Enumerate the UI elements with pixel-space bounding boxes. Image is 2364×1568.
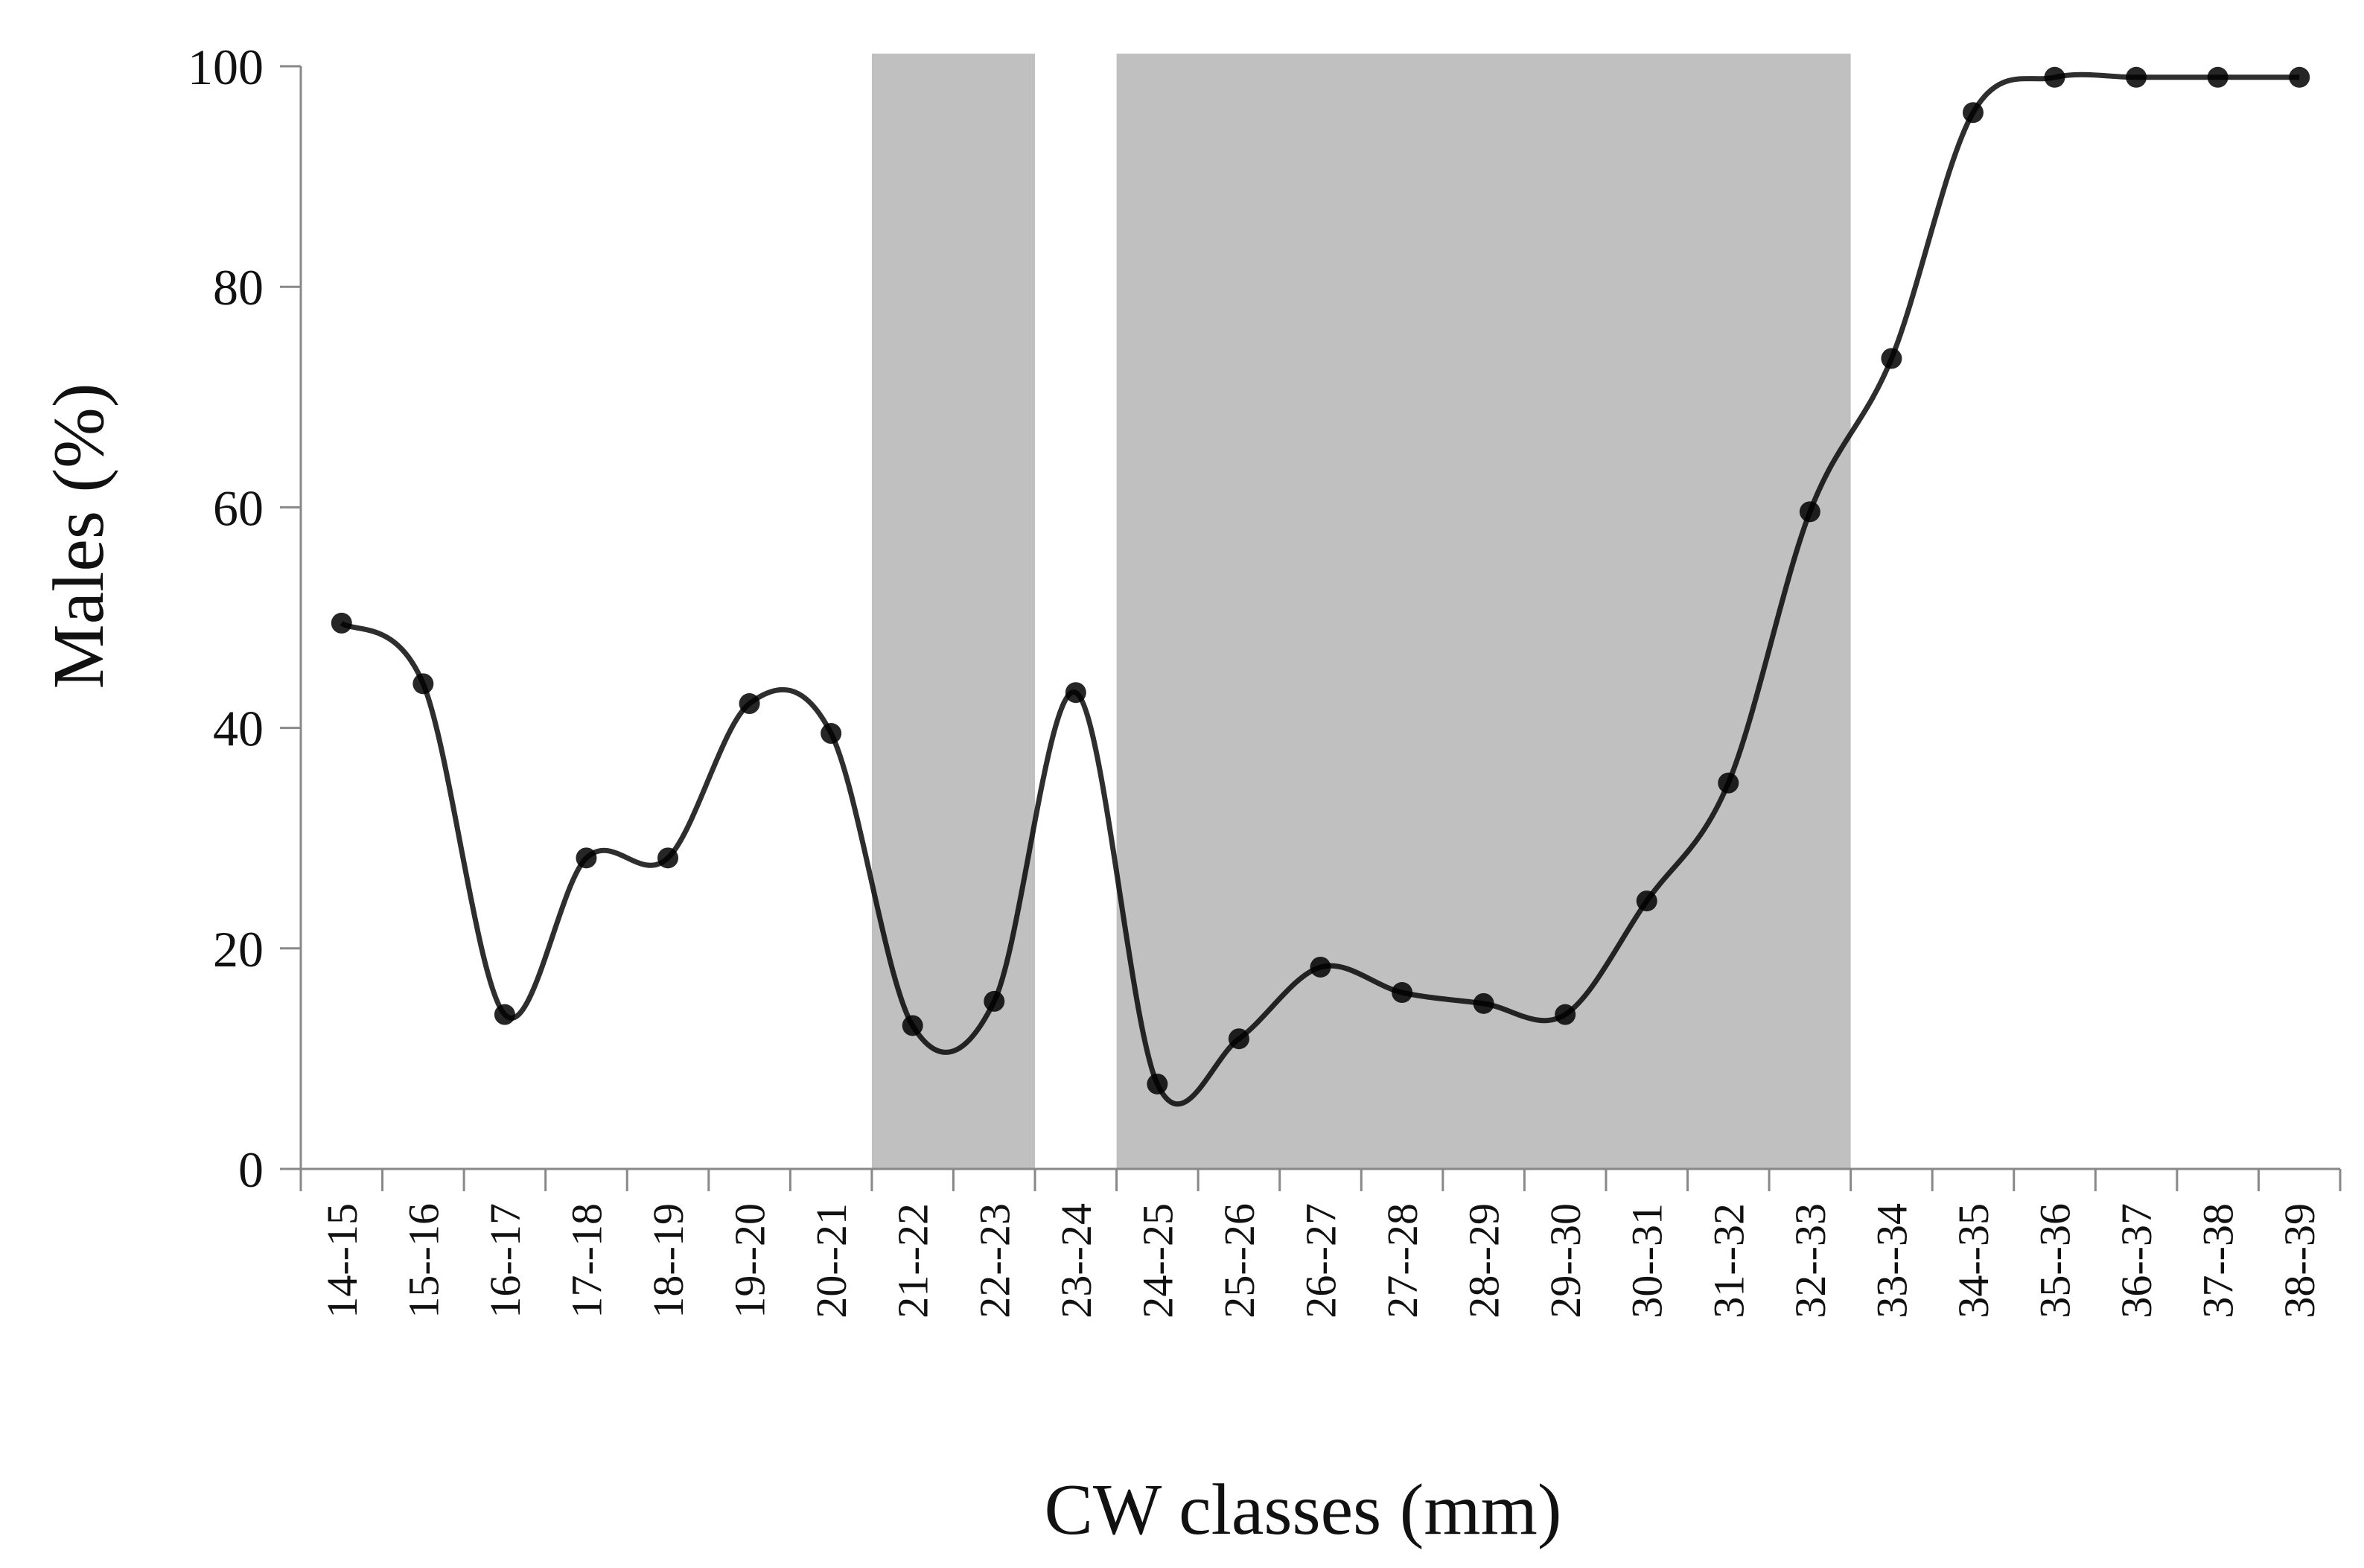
x-tick-label: 15--16 [399,1203,447,1319]
shaded-regions [871,54,1851,1169]
data-point-27--28 [1392,982,1413,1004]
x-tick-label: 19--20 [726,1203,774,1319]
data-point-22--23 [984,990,1005,1012]
x-tick-label: 36--37 [2112,1203,2161,1319]
data-point-18--19 [657,847,679,869]
y-tick-label: 100 [188,39,264,95]
data-point-36--37 [2126,66,2147,88]
x-tick-label: 35--36 [2031,1203,2080,1319]
shaded-range-1 [871,54,1036,1169]
series-line-layer [340,71,2300,1107]
data-point-34--35 [1962,102,1984,124]
x-tick-label: 37--38 [2194,1203,2243,1319]
x-tick-label: 26--27 [1297,1203,1345,1319]
y-tick-label: 80 [213,259,264,316]
data-point-19--20 [739,693,760,715]
data-point-25--26 [1228,1028,1249,1050]
data-points [331,66,2310,1094]
y-tick-label: 0 [238,1141,264,1198]
x-tick-label: 33--34 [1867,1203,1916,1319]
x-tick-label: 25--26 [1215,1203,1264,1319]
x-tick-label: 30--31 [1623,1203,1672,1319]
x-tick-label: 23--24 [1052,1203,1100,1319]
x-tick-labels: 14--15 15--16 16--17 17--18 18--19 19--20 20--… [318,1203,2324,1319]
data-point-20--21 [821,723,842,745]
data-point-37--38 [2207,66,2228,88]
shaded-range-2 [1116,54,1851,1169]
data-point-31--32 [1718,772,1739,794]
data-point-32--33 [1799,501,1820,523]
series-line [340,71,2300,1107]
data-point-26--27 [1310,956,1331,978]
x-tick-label: 34--35 [1949,1203,1998,1319]
data-point-30--31 [1636,890,1657,912]
x-tick-label: 18--19 [644,1203,692,1319]
x-tick-label: 31--32 [1704,1203,1753,1319]
axes [280,65,2342,1191]
data-point-24--25 [1147,1073,1168,1094]
x-tick-label: 38--39 [2275,1203,2324,1319]
x-tick-label: 21--22 [889,1203,937,1319]
data-point-21--22 [902,1015,923,1036]
x-tick-label: 29--30 [1541,1203,1590,1319]
y-tick-label: 20 [213,921,264,978]
x-tick-label: 28--29 [1460,1203,1508,1319]
x-tick-label: 24--25 [1133,1203,1182,1319]
data-point-38--39 [2289,66,2310,88]
data-point-17--18 [576,847,597,869]
x-tick-label: 22--23 [970,1203,1019,1319]
data-point-28--29 [1473,992,1494,1014]
x-tick-label: 14--15 [318,1203,366,1319]
data-point-33--34 [1881,348,1902,369]
data-point-23--24 [1065,682,1086,704]
y-tick-labels: 0 20 40 60 80 100 [188,39,264,1198]
x-tick-label: 16--17 [481,1203,529,1319]
x-tick-label: 20--21 [807,1203,856,1319]
data-point-29--30 [1555,1004,1576,1025]
y-axis-title: Males (%) [39,383,119,689]
x-tick-label: 17--18 [562,1203,611,1319]
data-point-16--17 [494,1004,515,1025]
x-axis-title: CW classes (mm) [1045,1470,1562,1550]
x-tick-label: 27--28 [1378,1203,1427,1319]
y-tick-label: 40 [213,701,264,757]
data-point-35--36 [2044,66,2065,88]
x-tick-label: 32--33 [1786,1203,1835,1319]
y-tick-label: 60 [213,479,264,536]
data-point-15--16 [412,673,434,695]
data-point-14--15 [331,612,352,634]
